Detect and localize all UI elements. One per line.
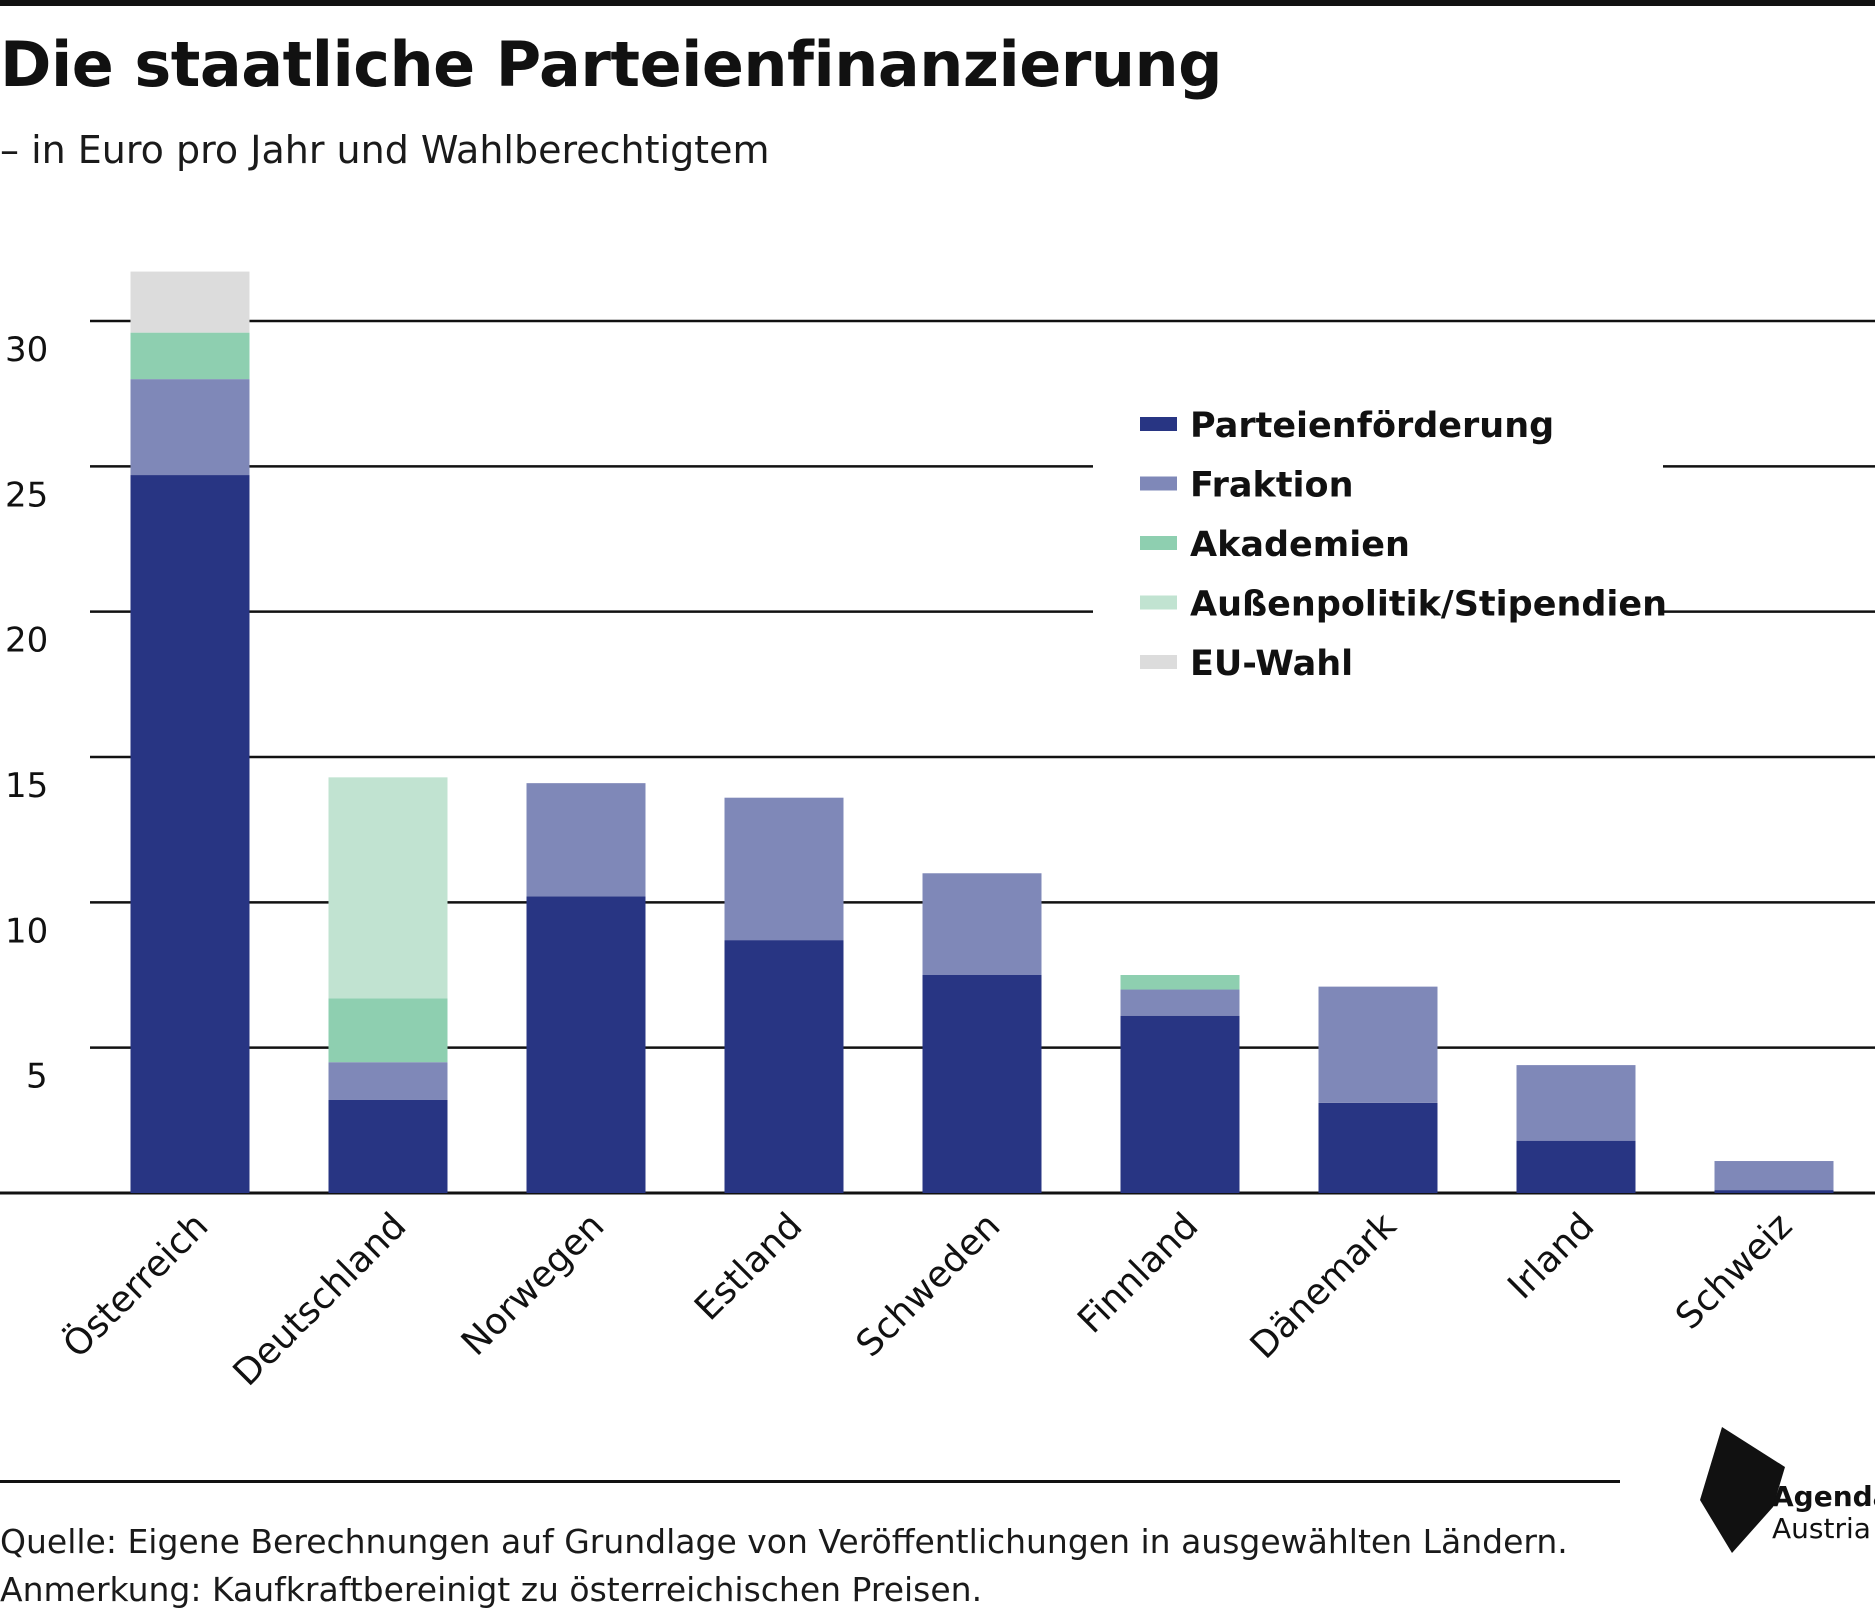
agenda-austria-logo-icon — [1700, 1427, 1785, 1553]
x-tick-label-Estland: Estland — [687, 1205, 810, 1328]
bar-Deutschland-Akademien — [328, 998, 448, 1063]
y-tick-label-30: 30 — [5, 330, 48, 370]
bar-Estland-Fraktion — [724, 797, 844, 941]
x-tick-label-Irland: Irland — [1500, 1205, 1602, 1307]
bar-Norwegen-Parteienförderung — [526, 896, 646, 1193]
logo-text-agenda: Agenda — [1772, 1480, 1875, 1513]
chart-subtitle: – in Euro pro Jahr und Wahlberechtigtem — [0, 128, 770, 172]
legend-background — [1093, 385, 1663, 715]
bar-Österreich-Akademien — [130, 332, 250, 380]
y-tick-label-25: 25 — [5, 475, 48, 515]
y-tick-label-15: 15 — [5, 766, 48, 806]
logo-text-austria: Austria — [1772, 1512, 1871, 1545]
bar-Deutschland-Fraktion — [328, 1062, 448, 1100]
x-tick-label-Schweiz: Schweiz — [1668, 1205, 1800, 1337]
legend-swatch-Akademien — [1140, 536, 1177, 550]
source-note: Quelle: Eigene Berechnungen auf Grundlag… — [0, 1522, 1568, 1561]
bar-Schweiz-Parteienförderung — [1714, 1190, 1834, 1193]
bar-Schweden-Parteienförderung — [922, 975, 1042, 1193]
chart-title: Die staatliche Parteienfinanzierung — [0, 28, 1223, 101]
bar-Norwegen-Fraktion — [526, 783, 646, 897]
bar-Deutschland-Außenpolitik/Stipendien — [328, 777, 448, 999]
footnotes: Quelle: Eigene Berechnungen auf Grundlag… — [0, 1518, 1568, 1614]
bar-Irland-Fraktion — [1516, 1065, 1636, 1141]
remark-note: Anmerkung: Kaufkraftbereinigt zu österre… — [0, 1570, 983, 1609]
y-tick-label-5: 5 — [26, 1057, 48, 1097]
legend-swatch-EU-Wahl — [1140, 655, 1177, 669]
bar-Deutschland-Parteienförderung — [328, 1099, 448, 1193]
x-tick-label-Österreich: Österreich — [55, 1205, 216, 1366]
legend-label-Außenpolitik/Stipendien: Außenpolitik/Stipendien — [1190, 585, 1667, 625]
legend-label-Parteienförderung: Parteienförderung — [1190, 406, 1554, 446]
x-tick-label-Dänemark: Dänemark — [1243, 1205, 1405, 1367]
bar-Irland-Parteienförderung — [1516, 1140, 1636, 1193]
legend-label-EU-Wahl: EU-Wahl — [1190, 644, 1353, 684]
y-tick-label-10: 10 — [5, 911, 48, 951]
footer-rule — [0, 1480, 1620, 1483]
bar-Finnland-Fraktion — [1120, 989, 1240, 1016]
bar-Österreich-Parteienförderung — [130, 475, 250, 1193]
bar-Schweden-Fraktion — [922, 873, 1042, 975]
legend-swatch-Fraktion — [1140, 476, 1177, 491]
bar-Finnland-Akademien — [1120, 975, 1240, 990]
legend-label-Akademien: Akademien — [1190, 525, 1410, 565]
bar-Dänemark-Fraktion — [1318, 986, 1438, 1103]
bar-Estland-Parteienförderung — [724, 940, 844, 1193]
legend-swatch-Parteienförderung — [1140, 417, 1177, 431]
x-tick-label-Norwegen: Norwegen — [454, 1205, 613, 1364]
bar-Dänemark-Parteienförderung — [1318, 1102, 1438, 1193]
bar-Österreich-EU-Wahl — [130, 271, 250, 333]
legend-label-Fraktion: Fraktion — [1190, 466, 1354, 506]
x-tick-label-Schweden: Schweden — [849, 1205, 1009, 1365]
top-rule — [0, 0, 1875, 6]
x-tick-label-Deutschland: Deutschland — [226, 1205, 415, 1394]
bar-Schweiz-Fraktion — [1714, 1161, 1834, 1191]
legend-swatch-Außenpolitik/Stipendien — [1140, 595, 1177, 610]
y-tick-label-20: 20 — [5, 621, 48, 661]
bar-Finnland-Parteienförderung — [1120, 1015, 1240, 1193]
bar-Österreich-Fraktion — [130, 379, 250, 476]
stacked-bar-chart: 5 10 15 20 25 30 Österreich Deutschland Norwegen… — [0, 271, 1875, 1394]
x-tick-label-Finnland: Finnland — [1070, 1205, 1206, 1341]
